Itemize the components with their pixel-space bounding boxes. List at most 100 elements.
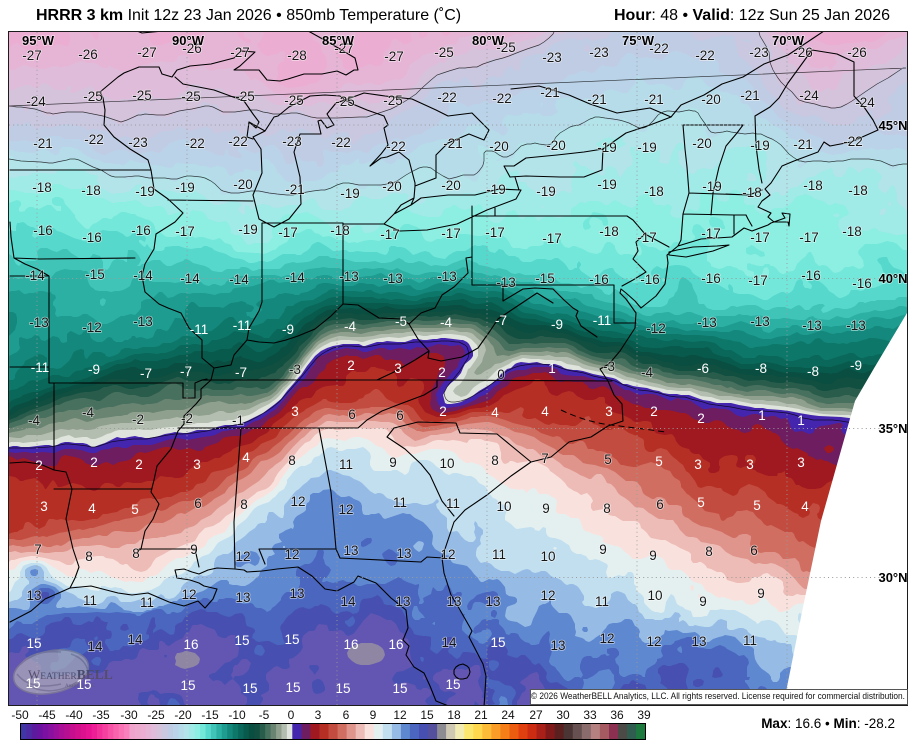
- svg-text:15: 15: [76, 677, 91, 692]
- svg-text:-17: -17: [701, 226, 721, 241]
- svg-text:-13: -13: [29, 315, 49, 330]
- svg-text:-27: -27: [384, 49, 404, 64]
- svg-text:7: 7: [34, 542, 42, 557]
- svg-text:-17: -17: [441, 226, 461, 241]
- svg-text:8: 8: [603, 501, 611, 516]
- svg-text:12: 12: [290, 494, 305, 509]
- svg-text:11: 11: [743, 633, 757, 648]
- svg-text:-15: -15: [535, 271, 555, 286]
- svg-text:-22: -22: [331, 135, 351, 150]
- svg-text:15: 15: [392, 681, 407, 696]
- svg-text:-17: -17: [542, 231, 562, 246]
- svg-text:2: 2: [347, 358, 355, 373]
- svg-text:16: 16: [388, 637, 403, 652]
- svg-text:1: 1: [797, 413, 805, 428]
- svg-text:12: 12: [440, 547, 455, 562]
- svg-text:-14: -14: [133, 268, 153, 283]
- svg-text:-13: -13: [437, 269, 457, 284]
- svg-text:-17: -17: [750, 230, 770, 245]
- svg-text:-16: -16: [33, 223, 53, 238]
- svg-text:11: 11: [140, 595, 154, 610]
- svg-text:5: 5: [697, 495, 705, 510]
- svg-text:-14: -14: [25, 268, 45, 283]
- svg-text:-19: -19: [597, 177, 617, 192]
- svg-text:-23: -23: [589, 45, 609, 60]
- svg-text:6: 6: [396, 408, 404, 423]
- svg-text:12: 12: [646, 634, 661, 649]
- svg-text:-26: -26: [78, 47, 98, 62]
- svg-text:13: 13: [396, 546, 411, 561]
- svg-text:-15: -15: [85, 267, 105, 282]
- svg-text:-20: -20: [546, 138, 566, 153]
- svg-text:-1: -1: [232, 413, 244, 428]
- svg-text:-27: -27: [137, 45, 157, 60]
- svg-text:-19: -19: [597, 140, 617, 155]
- svg-text:12: 12: [540, 588, 555, 603]
- svg-text:-27: -27: [334, 41, 354, 56]
- svg-text:-6: -6: [697, 361, 709, 376]
- svg-text:-13: -13: [339, 269, 359, 284]
- svg-text:-7: -7: [180, 364, 192, 379]
- svg-text:-5: -5: [395, 314, 407, 329]
- svg-text:5: 5: [655, 454, 663, 469]
- svg-text:-21: -21: [443, 136, 463, 151]
- svg-text:-17: -17: [748, 273, 768, 288]
- svg-text:-21: -21: [793, 137, 813, 152]
- svg-text:-19: -19: [486, 182, 506, 197]
- svg-text:-16: -16: [640, 272, 660, 287]
- svg-text:15: 15: [335, 681, 350, 696]
- svg-text:9: 9: [389, 455, 397, 470]
- svg-text:1: 1: [758, 408, 766, 423]
- svg-text:-17: -17: [175, 224, 195, 239]
- svg-text:9: 9: [542, 501, 550, 516]
- svg-text:-16: -16: [701, 271, 721, 286]
- svg-text:-17: -17: [278, 225, 298, 240]
- svg-text:6: 6: [194, 496, 202, 511]
- svg-text:13: 13: [446, 594, 461, 609]
- svg-text:-25: -25: [83, 89, 103, 104]
- svg-text:-2: -2: [132, 412, 144, 427]
- svg-text:8: 8: [132, 546, 140, 561]
- svg-text:Analytics LLC: Analytics LLC: [65, 684, 96, 689]
- svg-text:15: 15: [180, 678, 195, 693]
- svg-text:-13: -13: [133, 314, 153, 329]
- svg-text:80°W: 80°W: [472, 33, 505, 48]
- svg-text:45°N: 45°N: [878, 118, 907, 133]
- svg-text:-13: -13: [802, 318, 822, 333]
- svg-text:-25: -25: [284, 93, 304, 108]
- svg-text:-14: -14: [229, 272, 249, 287]
- svg-text:-24: -24: [855, 95, 875, 110]
- svg-text:14: 14: [127, 632, 143, 647]
- svg-text:-26: -26: [847, 45, 867, 60]
- svg-text:-20: -20: [233, 177, 253, 192]
- svg-text:-23: -23: [282, 134, 302, 149]
- svg-text:-11: -11: [190, 322, 209, 337]
- svg-text:11: 11: [339, 457, 353, 472]
- svg-text:-28: -28: [287, 48, 307, 63]
- svg-text:11: 11: [492, 547, 506, 562]
- svg-text:-21: -21: [33, 136, 53, 151]
- svg-text:15: 15: [234, 633, 249, 648]
- svg-text:-14: -14: [285, 270, 305, 285]
- svg-text:-7: -7: [235, 365, 247, 380]
- svg-text:-11: -11: [233, 318, 252, 333]
- svg-text:-9: -9: [88, 362, 100, 377]
- svg-text:-21: -21: [644, 92, 664, 107]
- svg-text:3: 3: [40, 499, 48, 514]
- svg-text:-22: -22: [649, 41, 669, 56]
- svg-text:6: 6: [348, 407, 356, 422]
- svg-text:6: 6: [750, 543, 758, 558]
- svg-text:-19: -19: [637, 140, 657, 155]
- svg-text:13: 13: [26, 588, 41, 603]
- svg-text:-17: -17: [485, 225, 505, 240]
- svg-text:-4: -4: [82, 405, 94, 420]
- svg-text:8: 8: [85, 549, 93, 564]
- svg-text:-16: -16: [82, 230, 102, 245]
- svg-text:-25: -25: [132, 88, 152, 103]
- svg-text:-8: -8: [755, 361, 767, 376]
- svg-text:9: 9: [190, 542, 198, 557]
- svg-text:3: 3: [394, 361, 402, 376]
- svg-text:-18: -18: [803, 178, 823, 193]
- svg-text:8: 8: [240, 497, 248, 512]
- svg-text:13: 13: [235, 590, 250, 605]
